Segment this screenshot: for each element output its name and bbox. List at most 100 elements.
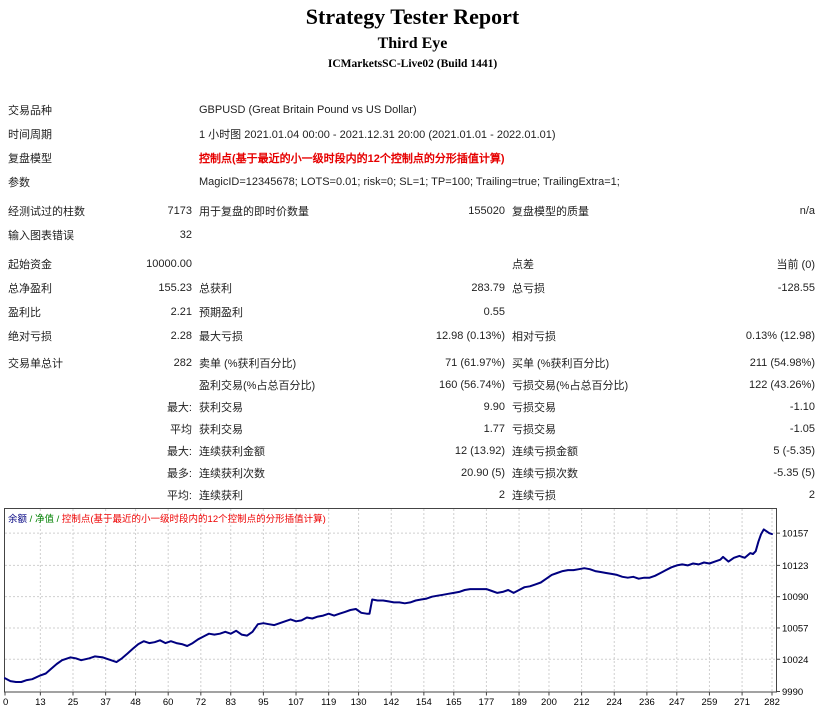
table-row: 交易品种 GBPUSD (Great Britain Pound vs US Do…: [5, 98, 822, 122]
balance-equity-chart: 10157 10123 10090 10057 10024 9990 0 13 25 37 48 60…: [3, 508, 808, 708]
x-axis-label: 130: [351, 697, 367, 708]
x-axis-label: 119: [321, 697, 336, 708]
stat-value: 12 (13.92): [454, 445, 505, 457]
stat-value: -128.55: [777, 282, 815, 294]
x-axis-label: 282: [764, 697, 780, 708]
stat-label: [5, 462, 115, 484]
x-axis-label: 236: [639, 697, 655, 708]
table-row: 最多: 连续获利次数 20.90 (5) 连续亏损次数 -5.35 (5): [5, 462, 822, 484]
x-axis-label: 177: [478, 697, 494, 708]
stat-label: 复盘模型: [8, 153, 52, 165]
stat-value: 平均:: [166, 490, 192, 502]
stat-label: 亏损交易(%占总百分比): [512, 380, 629, 392]
stat-value: 平均: [170, 424, 192, 436]
table-row: 平均: 连续获利 2 连续亏损 2: [5, 484, 822, 506]
stat-value: 5 (-5.35): [773, 445, 815, 457]
stat-label: 输入图表错误: [8, 230, 74, 242]
x-axis-label: 212: [574, 697, 590, 708]
stat-spacer: [115, 98, 197, 122]
report-table-block-settings: 交易品种 GBPUSD (Great Britain Pound vs US Do…: [5, 98, 822, 194]
stat-value: [700, 223, 822, 247]
table-row: 最大: 连续获利金额 12 (13.92) 连续亏损金额 5 (-5.35): [5, 440, 822, 462]
x-axis-label: 224: [606, 697, 622, 708]
stat-label: [5, 418, 115, 440]
x-axis-label: 83: [225, 697, 236, 708]
report-table-block-trades: 交易单总计 282 卖单 (%获利百分比) 71 (61.97%) 买单 (%获利百分比…: [5, 352, 822, 506]
chart-legend-segment: 余额: [8, 513, 28, 525]
stat-value-wide: 控制点(基于最近的小一级时段内的12个控制点的分形插值计算): [199, 153, 505, 165]
stat-label: 连续亏损金额: [512, 446, 578, 458]
stat-label: 经测试过的柱数: [8, 206, 85, 218]
stat-label: [5, 374, 115, 396]
stat-label: [5, 396, 115, 418]
stat-value: 10000.00: [146, 258, 192, 270]
stat-value: [387, 223, 510, 247]
stat-label: 买单 (%获利百分比): [512, 358, 610, 370]
stat-value: 122 (43.26%): [748, 379, 815, 391]
x-axis-label: 200: [541, 697, 557, 708]
x-axis-label: 154: [416, 697, 432, 708]
table-row: 平均 获利交易 1.77 亏损交易 -1.05: [5, 418, 822, 440]
stat-label: 交易品种: [8, 105, 52, 117]
report-table: 交易单总计 282 卖单 (%获利百分比) 71 (61.97%) 买单 (%获利百分比…: [5, 352, 822, 506]
x-axis-label: 48: [130, 697, 141, 708]
table-row: 起始资金 10000.00 点差 当前 (0): [5, 252, 822, 276]
stat-label: 亏损交易: [512, 402, 556, 414]
stat-value: 最多:: [166, 468, 192, 480]
y-axis-label: 10090: [782, 592, 808, 603]
table-row: 输入图表错误 32: [5, 223, 822, 247]
stat-value: 最大:: [166, 446, 192, 458]
report-table-block-profit: 起始资金 10000.00 点差 当前 (0) 总净盈利 155.23 总获利 283.79 总…: [5, 252, 822, 348]
stat-label: 复盘模型的质量: [512, 206, 589, 218]
report-table-block-quality: 经测试过的柱数 7173 用于复盘的即时价数量 155020 复盘模型的质量 n/a 输入图…: [5, 199, 822, 247]
stat-value: -5.35 (5): [773, 467, 815, 479]
stat-value: 1.77: [483, 423, 505, 435]
report-table: 经测试过的柱数 7173 用于复盘的即时价数量 155020 复盘模型的质量 n/a 输入图…: [5, 199, 822, 247]
x-axis-label: 13: [35, 697, 46, 708]
stat-label: 相对亏损: [512, 331, 556, 343]
stat-value: 32: [179, 229, 192, 241]
stat-label: 时间周期: [8, 129, 52, 141]
stat-label: 交易单总计: [8, 358, 63, 370]
x-axis-label: 165: [446, 697, 462, 708]
stat-label: [5, 440, 115, 462]
stat-value: 0.55: [483, 306, 505, 318]
stat-value: 155020: [468, 205, 505, 217]
stat-label: 连续获利次数: [199, 468, 265, 480]
stat-label: 卖单 (%获利百分比): [199, 358, 297, 370]
stat-label: 绝对亏损: [8, 331, 52, 343]
stat-spacer: [115, 122, 197, 146]
y-axis-label: 10057: [782, 623, 808, 634]
stat-value: [115, 374, 197, 396]
stat-label: 总亏损: [512, 283, 545, 295]
server-build: ICMarketsSC-Live02 (Build 1441): [327, 58, 498, 70]
stat-value: 160 (56.74%): [438, 379, 505, 391]
x-axis-label: 0: [3, 697, 8, 708]
stat-label: 盈利比: [8, 307, 41, 319]
report-table: 交易品种 GBPUSD (Great Britain Pound vs US Do…: [5, 98, 822, 194]
table-row: 复盘模型 控制点(基于最近的小一级时段内的12个控制点的分形插值计算): [5, 146, 822, 170]
table-row: 绝对亏损 2.28 最大亏损 12.98 (0.13%) 相对亏损 0.13% (12.9…: [5, 324, 822, 348]
stat-value: -1.05: [789, 423, 815, 435]
x-axis-label: 60: [163, 697, 174, 708]
stat-value: 2: [498, 489, 505, 501]
stat-value: n/a: [799, 205, 815, 217]
stat-label: 连续亏损次数: [512, 468, 578, 480]
stat-label: 点差: [512, 259, 534, 271]
x-axis-label: 72: [196, 697, 207, 708]
table-row: 盈利交易(%占总百分比) 160 (56.74%) 亏损交易(%占总百分比) 122 …: [5, 374, 822, 396]
chart-legend-segment: /: [27, 514, 35, 525]
stat-value: 当前 (0): [776, 259, 816, 271]
stat-value: 9.90: [483, 401, 505, 413]
x-axis-label: 95: [258, 697, 269, 708]
stat-value: 211 (54.98%): [749, 357, 815, 369]
y-axis-label: 10123: [782, 561, 808, 572]
report-header: Strategy Tester Report Third Eye ICMarke…: [0, 0, 825, 70]
stat-value-wide: MagicID=12345678; LOTS=0.01; risk=0; SL=…: [199, 176, 620, 188]
x-axis-label: 37: [100, 697, 111, 708]
stat-value: 155.23: [158, 282, 192, 294]
stat-label: [510, 223, 700, 247]
page-title: Strategy Tester Report: [305, 4, 520, 29]
x-axis-label: 247: [669, 697, 685, 708]
stat-label: 获利交易: [199, 402, 243, 414]
